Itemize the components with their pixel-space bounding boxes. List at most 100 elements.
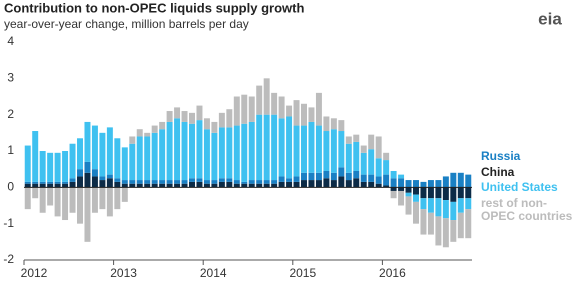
bar-segment xyxy=(69,187,76,213)
bar-segment xyxy=(159,129,166,181)
bar-segment xyxy=(203,118,210,130)
bar-segment xyxy=(151,125,158,133)
bar-segment xyxy=(315,172,322,181)
bar-segment xyxy=(457,198,464,213)
bar-segment xyxy=(315,125,322,173)
bar-segment xyxy=(353,134,360,142)
bar-segment xyxy=(256,85,263,115)
bar-segment xyxy=(398,174,405,179)
bar-segment xyxy=(91,176,98,188)
bar-segment xyxy=(405,192,412,197)
bar-segment xyxy=(323,131,330,171)
bar-segment xyxy=(390,170,397,179)
bar-segment xyxy=(129,136,136,144)
bar-segment xyxy=(174,118,181,181)
bar-segment xyxy=(308,107,315,122)
bar-segment xyxy=(62,187,69,221)
bar-segment xyxy=(166,121,173,181)
bar-segment xyxy=(106,187,113,217)
bar-segment xyxy=(226,181,233,188)
bar-segment xyxy=(84,172,91,188)
y-tick-label: 3 xyxy=(7,71,14,85)
bar-segment xyxy=(398,187,405,191)
bar-segment xyxy=(121,180,128,184)
bar-segment xyxy=(54,183,61,188)
bar-segment xyxy=(360,145,367,153)
bar-segment xyxy=(413,180,419,188)
x-tick-label: 2012 xyxy=(21,266,48,280)
bar-segment xyxy=(278,118,285,177)
bar-segment xyxy=(218,112,225,128)
bar-segment xyxy=(189,112,195,124)
bar-segment xyxy=(241,123,248,182)
bar-segment xyxy=(286,181,293,188)
bar-segment xyxy=(383,152,390,161)
bar-segment xyxy=(211,121,218,133)
bar-segment xyxy=(166,111,173,122)
bar-segment xyxy=(263,114,270,181)
bar-segment xyxy=(338,120,345,132)
y-tick-label: 0 xyxy=(7,180,14,194)
bar-segment xyxy=(435,180,442,188)
bar-segment xyxy=(181,111,188,122)
bar-segment xyxy=(323,178,330,188)
bar-segment xyxy=(420,181,427,188)
bar-segment xyxy=(39,187,46,213)
chart-subtitle: year-over-year change, million barrels p… xyxy=(4,17,249,31)
bar-segment xyxy=(77,187,83,224)
bar-segment xyxy=(435,216,442,246)
bar-segment xyxy=(196,178,203,182)
x-tick-label: 2014 xyxy=(200,266,227,280)
bar-segment xyxy=(457,212,464,239)
y-tick-label: 4 xyxy=(7,34,14,48)
bar-segment xyxy=(278,176,285,182)
bar-segment xyxy=(241,183,248,188)
bar-segment xyxy=(91,187,98,213)
bar-segment xyxy=(99,176,106,181)
bar-segment xyxy=(106,174,113,179)
legend-label: United States xyxy=(481,180,558,194)
bar-segment xyxy=(323,116,330,132)
bar-segment xyxy=(62,181,69,184)
bar-segment xyxy=(84,161,91,173)
bar-segment xyxy=(330,172,337,181)
bar-segment xyxy=(189,178,195,182)
bar-segment xyxy=(129,183,136,188)
bar-segment xyxy=(383,174,390,186)
bar-segment xyxy=(159,180,166,184)
bar-segment xyxy=(54,152,61,182)
bar-segment xyxy=(233,180,240,184)
bar-segment xyxy=(248,96,255,122)
bar-segment xyxy=(121,183,128,188)
y-tick-label: 2 xyxy=(7,107,14,121)
bar-segment xyxy=(248,121,255,181)
bar-segment xyxy=(99,180,106,188)
bar-segment xyxy=(218,127,225,179)
legend-label: rest of non-OPEC countries xyxy=(481,196,573,223)
bar-segment xyxy=(345,143,352,173)
bar-segment xyxy=(226,127,233,179)
bar-segment xyxy=(286,116,293,179)
bar-segment xyxy=(114,187,121,210)
bar-segment xyxy=(106,127,113,175)
bar-segment xyxy=(345,172,352,181)
bar-segment xyxy=(181,183,188,188)
x-tick-label: 2016 xyxy=(379,266,406,280)
bar-segment xyxy=(427,187,434,199)
bar-segment xyxy=(286,178,293,182)
y-tick-label: -1 xyxy=(3,216,14,230)
bar-segment xyxy=(390,178,397,188)
bar-segment xyxy=(375,136,382,159)
bar-segment xyxy=(144,136,151,181)
bar-segment xyxy=(263,180,270,184)
bar-segment xyxy=(301,103,307,126)
bar-segment xyxy=(62,183,69,188)
bar-segment xyxy=(151,183,158,188)
bar-segment xyxy=(271,114,278,181)
bar-segment xyxy=(91,169,98,177)
bar-segment xyxy=(24,187,31,210)
bar-segment xyxy=(211,183,218,188)
bar-segment xyxy=(368,134,375,150)
bar-segment xyxy=(181,180,188,184)
